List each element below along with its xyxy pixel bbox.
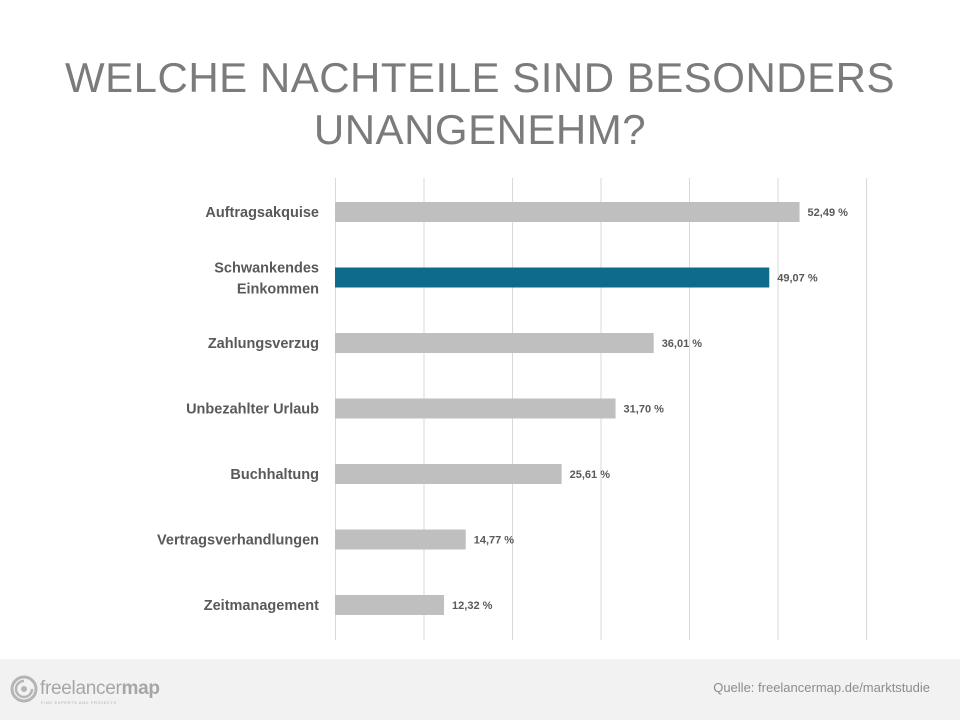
bar-zeitmanagement	[335, 595, 445, 615]
data-label: 25,61 %	[570, 469, 611, 481]
bar-schwankendes-einkommen	[335, 267, 770, 288]
logo-tagline: FIND EXPERTS AND PROJECTS	[41, 700, 117, 705]
category-label: Unbezahlter Urlaub	[186, 402, 319, 418]
category-label: Zeitmanagement	[204, 598, 319, 614]
source-citation: Quelle: freelancermap.de/marktstudie	[713, 680, 930, 695]
bar-auftragsakquise	[335, 202, 800, 222]
chart-title: WELCHE NACHTEILE SIND BESONDERS UNANGENE…	[65, 54, 895, 153]
bar-chart: 52,49 % Auftragsakquise 49,07 % Schwankende…	[157, 178, 867, 640]
data-label: 52,49 %	[808, 207, 849, 219]
data-label: 14,77 %	[474, 535, 515, 547]
bar-unbezahlter-urlaub	[335, 398, 616, 419]
footer: freelancermap FIND EXPERTS AND PROJECTS …	[0, 659, 960, 720]
logo-swirl-icon	[10, 675, 38, 703]
data-label: 36,01 %	[662, 338, 703, 350]
category-label: Buchhaltung	[230, 467, 319, 483]
bar-buchhaltung	[335, 464, 562, 484]
bar-zahlungsverzug	[335, 333, 654, 353]
bar-vertragsverhandlungen	[335, 529, 466, 550]
category-label: Schwankendes Einkommen	[214, 261, 319, 298]
category-label: Auftragsakquise	[205, 205, 319, 221]
data-label: 12,32 %	[452, 600, 493, 612]
logo-wordmark: freelancermap	[40, 678, 160, 699]
data-label: 31,70 %	[624, 404, 665, 416]
data-label: 49,07 %	[777, 273, 818, 285]
category-label: Vertragsverhandlungen	[157, 533, 319, 549]
freelancermap-logo: freelancermap FIND EXPERTS AND PROJECTS	[10, 673, 160, 709]
category-label: Zahlungsverzug	[208, 336, 319, 352]
